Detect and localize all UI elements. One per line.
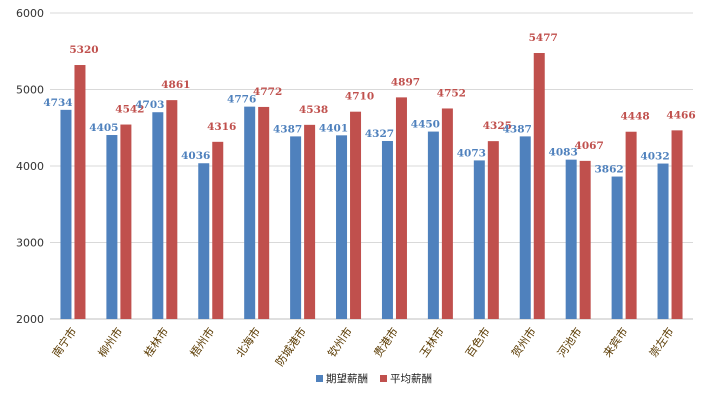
x-tick-label: 百色市	[462, 325, 492, 360]
x-tick-label: 来宾市	[600, 325, 630, 360]
bar-average	[533, 53, 545, 320]
data-label: 4036	[181, 150, 210, 162]
y-tick-label: 2000	[16, 313, 44, 326]
bar-expected	[381, 140, 393, 319]
bar-expected	[657, 163, 669, 319]
x-tick-label: 南宁市	[49, 325, 79, 360]
bar-average	[487, 141, 499, 319]
bar-expected	[611, 176, 623, 319]
data-label: 4897	[391, 76, 420, 88]
y-tick-label: 3000	[16, 237, 44, 250]
legend-label: 期望薪酬	[326, 372, 368, 385]
data-label: 4316	[207, 121, 236, 133]
bar-expected	[290, 136, 302, 319]
data-label: 4466	[666, 109, 695, 121]
bar-average	[625, 131, 637, 319]
y-tick-label: 5000	[16, 84, 44, 97]
x-tick-label: 贵港市	[371, 325, 401, 360]
data-label: 4710	[345, 91, 374, 103]
bar-expected	[565, 159, 577, 319]
x-tick-label: 北海市	[233, 325, 263, 360]
data-label: 4401	[319, 122, 348, 134]
data-label: 4083	[549, 147, 578, 159]
bar-expected	[519, 136, 531, 319]
bar-expected	[152, 112, 164, 320]
data-label: 4776	[227, 94, 256, 106]
bar-expected	[336, 135, 348, 319]
bar-average	[350, 111, 362, 319]
bar-average	[74, 65, 86, 320]
data-label: 4772	[253, 86, 282, 98]
data-label: 4387	[503, 123, 532, 135]
y-tick-label: 4000	[16, 160, 44, 173]
bar-average	[212, 141, 224, 319]
legend-swatch	[380, 375, 387, 382]
data-label: 4542	[115, 104, 144, 116]
data-label: 4032	[640, 151, 669, 163]
x-tick-label: 贺州市	[508, 325, 538, 360]
bar-expected	[473, 160, 485, 319]
legend-label: 平均薪酬	[390, 373, 432, 385]
bar-expected	[106, 135, 118, 319]
data-label: 4752	[437, 87, 466, 99]
data-label: 4734	[43, 97, 72, 109]
bar-average	[395, 97, 407, 319]
data-label: 4327	[365, 128, 394, 140]
bar-average	[304, 124, 316, 319]
bar-average	[120, 124, 132, 319]
data-label: 4703	[135, 99, 164, 111]
bar-expected	[198, 163, 210, 319]
data-label: 4448	[620, 111, 649, 123]
data-label: 4450	[411, 119, 440, 131]
x-tick-label: 梧州市	[187, 325, 217, 360]
data-label: 4325	[483, 120, 512, 132]
data-label: 4538	[299, 104, 328, 116]
x-tick-label: 河池市	[554, 325, 584, 360]
bar-average	[166, 100, 178, 319]
x-tick-label: 钦州市	[325, 325, 355, 360]
data-label: 5477	[529, 32, 558, 44]
bar-expected	[244, 106, 256, 319]
data-label: 4861	[161, 79, 190, 91]
bar-expected	[427, 131, 439, 319]
bar-average	[671, 130, 683, 319]
data-label: 4405	[89, 122, 118, 134]
data-label: 5320	[69, 44, 98, 56]
x-tick-label: 柳州市	[95, 325, 125, 360]
data-label: 3862	[594, 164, 623, 176]
data-label: 4073	[457, 147, 486, 159]
legend-swatch	[316, 375, 323, 382]
y-tick-label: 6000	[16, 7, 44, 20]
bar-expected	[60, 109, 72, 319]
x-tick-label: 崇左市	[646, 325, 676, 360]
x-tick-label: 玉林市	[416, 325, 446, 360]
x-tick-label: 桂林市	[141, 325, 171, 360]
bar-average	[258, 106, 270, 319]
data-label: 4387	[273, 123, 302, 135]
bar-average	[441, 108, 453, 319]
x-tick-label: 防城港市	[272, 325, 309, 369]
data-label: 4067	[575, 140, 604, 152]
bar-average	[579, 160, 591, 319]
